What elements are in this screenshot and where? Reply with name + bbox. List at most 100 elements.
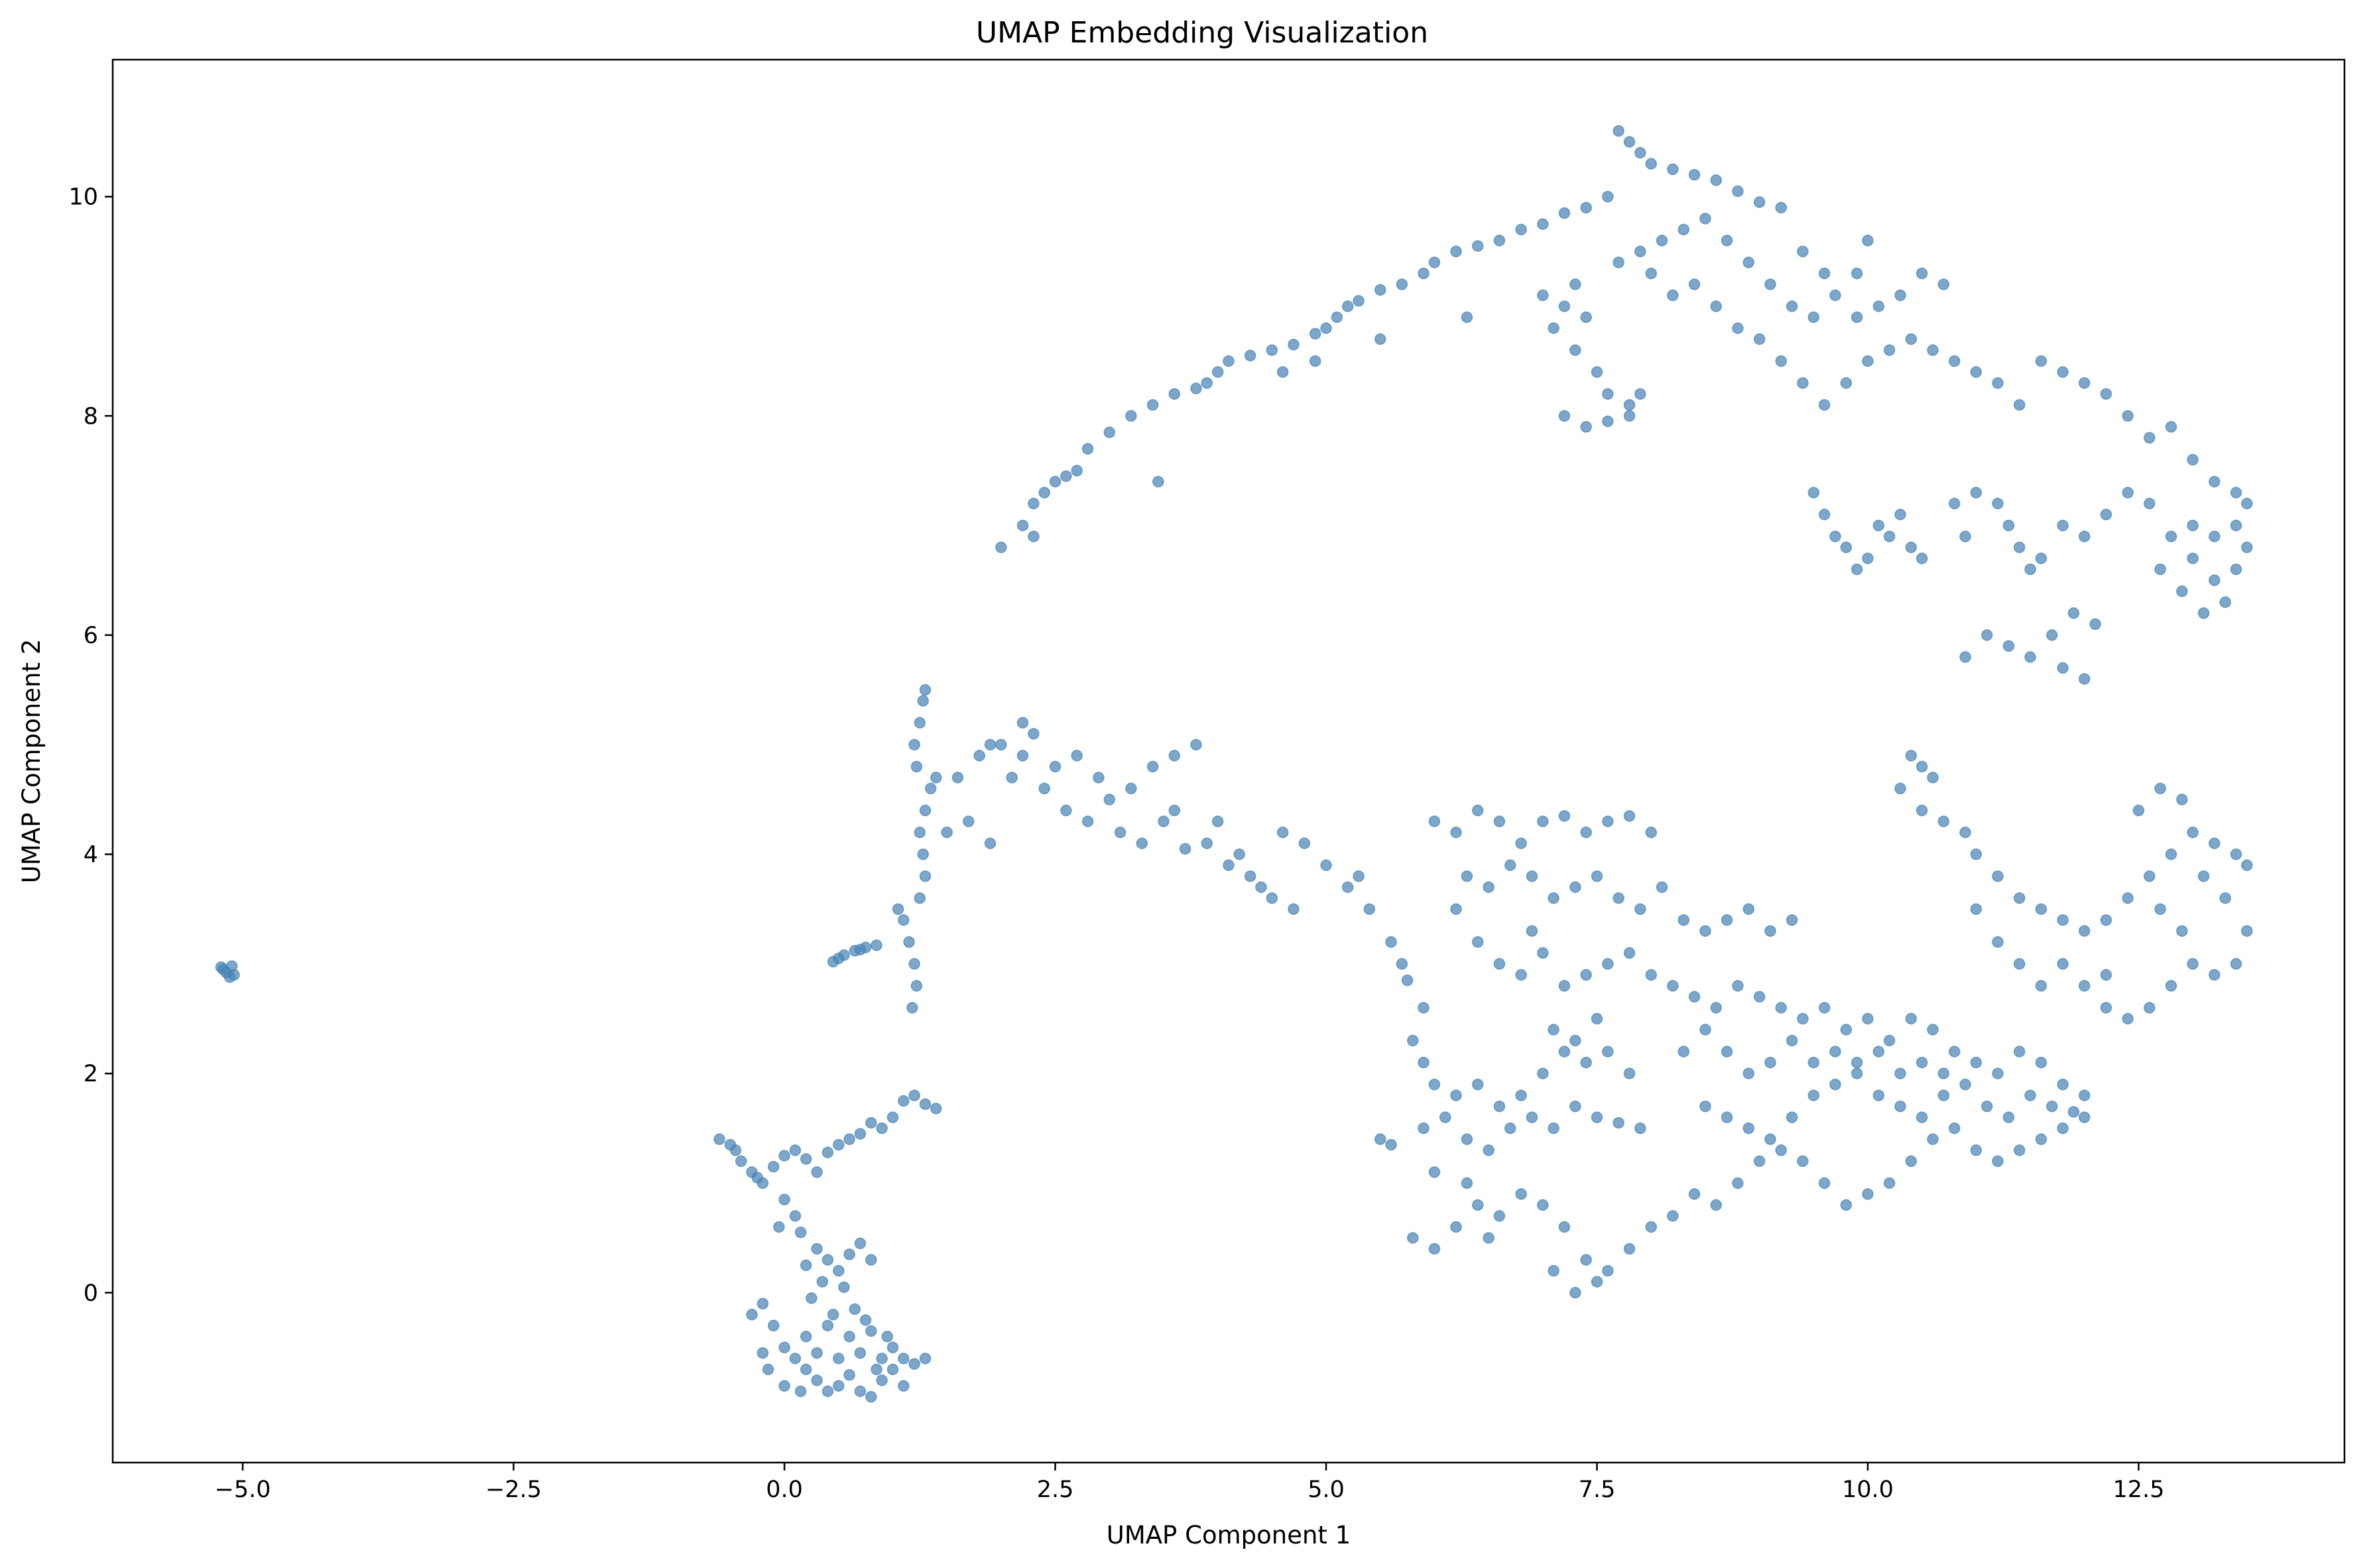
data-point xyxy=(1623,1242,1636,1255)
data-point xyxy=(1949,497,1961,510)
data-point xyxy=(919,684,932,696)
data-point xyxy=(1244,349,1256,362)
data-point xyxy=(1591,1276,1603,1288)
data-point xyxy=(1093,772,1105,784)
data-point xyxy=(1786,1034,1798,1047)
data-point xyxy=(919,1353,932,1364)
data-point xyxy=(800,1153,812,1165)
data-point xyxy=(886,1111,899,1124)
data-point xyxy=(1710,1199,1723,1211)
data-point xyxy=(1612,257,1624,269)
data-point xyxy=(1710,1002,1723,1014)
data-point xyxy=(1401,974,1414,987)
data-point xyxy=(1060,470,1072,482)
data-point xyxy=(1450,826,1462,839)
data-point xyxy=(871,939,882,951)
data-point xyxy=(1927,772,1939,784)
data-point xyxy=(1580,826,1592,839)
data-point xyxy=(1894,509,1906,520)
data-point xyxy=(1049,475,1062,488)
data-point xyxy=(910,760,923,773)
data-point xyxy=(1851,1056,1863,1069)
data-point xyxy=(1320,859,1332,871)
data-point xyxy=(1992,377,2004,389)
data-point xyxy=(1081,443,1094,455)
data-point xyxy=(1266,892,1278,904)
data-point xyxy=(1028,530,1040,542)
x-tick-label: −5.0 xyxy=(215,1477,271,1503)
x-axis: −5.0 −2.5 0.0 2.5 5.0 7.5 10.0 12.5 xyxy=(215,1463,2165,1503)
data-point xyxy=(1591,1111,1603,1124)
data-point xyxy=(1634,1122,1646,1134)
data-point xyxy=(2176,794,2188,806)
data-point xyxy=(1732,980,1744,992)
data-point xyxy=(1146,398,1159,411)
data-point xyxy=(1461,311,1473,324)
data-point xyxy=(951,772,964,784)
data-point xyxy=(1862,235,1874,247)
data-point xyxy=(2024,651,2036,663)
data-point xyxy=(1981,1100,1993,1113)
data-point xyxy=(865,1391,877,1403)
data-point xyxy=(854,1347,867,1359)
data-point xyxy=(833,1353,845,1364)
data-point xyxy=(1699,1100,1711,1113)
x-tick-label: 0.0 xyxy=(766,1477,803,1503)
data-point xyxy=(1699,1024,1711,1036)
data-point xyxy=(1732,185,1744,198)
data-point xyxy=(762,1363,774,1376)
data-point xyxy=(789,1144,802,1156)
data-point xyxy=(2024,563,2036,575)
data-point xyxy=(833,952,845,965)
data-point xyxy=(1623,136,1636,148)
x-tick-label: −2.5 xyxy=(485,1477,542,1503)
data-point xyxy=(1992,497,2004,510)
data-point xyxy=(1992,870,2004,882)
data-point xyxy=(2209,475,2220,488)
data-point xyxy=(1428,1078,1441,1091)
data-point xyxy=(1883,1177,1896,1189)
data-point xyxy=(2122,1012,2134,1025)
data-point xyxy=(898,1380,910,1392)
data-point xyxy=(1428,257,1441,269)
data-point xyxy=(2187,826,2199,839)
x-axis-label: UMAP Component 1 xyxy=(1107,1521,1351,1549)
data-point xyxy=(941,826,953,839)
data-point xyxy=(1016,519,1029,532)
data-point xyxy=(1580,969,1592,981)
data-point xyxy=(1677,914,1690,926)
data-point xyxy=(1807,487,1820,499)
data-point xyxy=(1569,278,1581,290)
data-point xyxy=(1840,1199,1852,1211)
data-point xyxy=(1959,530,1971,542)
data-point xyxy=(778,1150,790,1162)
data-point xyxy=(1472,1199,1484,1211)
data-point xyxy=(2209,530,2220,542)
data-point xyxy=(2002,1111,2015,1124)
data-point xyxy=(843,1331,855,1343)
data-point xyxy=(906,1002,918,1014)
x-tick-label: 5.0 xyxy=(1307,1477,1345,1503)
data-point xyxy=(1612,1116,1624,1129)
data-point xyxy=(1537,947,1549,959)
data-point xyxy=(1645,267,1658,280)
data-point xyxy=(1677,1046,1690,1057)
data-point xyxy=(1472,1078,1484,1091)
data-point xyxy=(2100,1002,2112,1014)
data-point xyxy=(1775,1144,1788,1156)
data-points xyxy=(215,125,2253,1403)
data-point xyxy=(1775,1002,1788,1014)
data-point xyxy=(876,1353,888,1364)
data-point xyxy=(800,1331,812,1343)
data-point xyxy=(2079,673,2091,685)
data-point xyxy=(757,1297,769,1310)
y-tick-label: 8 xyxy=(84,403,98,430)
data-point xyxy=(1201,837,1213,849)
data-point xyxy=(2100,388,2112,400)
data-point xyxy=(910,980,923,992)
data-point xyxy=(1569,344,1581,356)
data-point xyxy=(1721,1111,1733,1124)
data-point xyxy=(2067,1106,2080,1118)
data-point xyxy=(1949,1122,1961,1134)
data-point xyxy=(2144,1002,2155,1014)
